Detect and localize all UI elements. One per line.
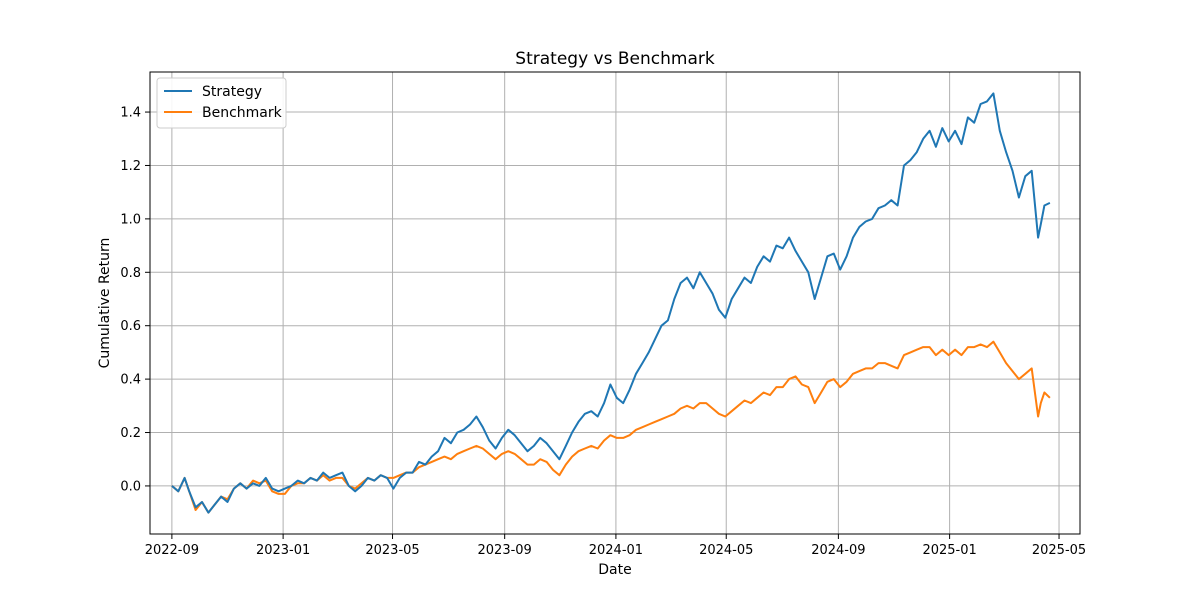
- y-tick-label: 1.2: [120, 159, 141, 174]
- x-tick-label: 2024-05: [699, 543, 753, 558]
- legend: Strategy Benchmark: [156, 77, 287, 129]
- grid: [150, 72, 1080, 534]
- x-tick-label: 2024-01: [589, 543, 643, 558]
- chart-title: Strategy vs Benchmark: [515, 49, 715, 69]
- y-tick-label: 0.4: [120, 373, 141, 388]
- y-tick-label: 0.0: [120, 479, 141, 494]
- x-tick-label: 2025-01: [922, 543, 976, 558]
- y-tick-label: 1.4: [120, 106, 141, 121]
- y-axis-label: Cumulative Return: [97, 238, 113, 369]
- x-tick-label: 2023-09: [478, 543, 532, 558]
- x-tick-label: 2023-01: [256, 543, 310, 558]
- x-axis-label: Date: [598, 562, 631, 578]
- x-tick-label: 2025-05: [1032, 543, 1086, 558]
- axis-ticks: 2022-09 2023-01 2023-05 2023-09 2024-01 2024-…: [120, 106, 1086, 558]
- y-tick-label: 0.8: [120, 266, 141, 281]
- x-tick-label: 2024-09: [811, 543, 865, 558]
- y-tick-label: 1.0: [120, 212, 141, 227]
- series-lines: [171, 92, 1051, 514]
- x-tick-label: 2022-09: [145, 543, 199, 558]
- y-tick-label: 0.6: [120, 319, 141, 334]
- x-tick-label: 2023-05: [365, 543, 419, 558]
- y-tick-label: 0.2: [120, 426, 141, 441]
- legend-label-strategy: Strategy: [202, 84, 262, 100]
- series-line-strategy: [171, 92, 1051, 514]
- legend-label-benchmark: Benchmark: [202, 105, 283, 121]
- plot-frame: [149, 71, 1081, 535]
